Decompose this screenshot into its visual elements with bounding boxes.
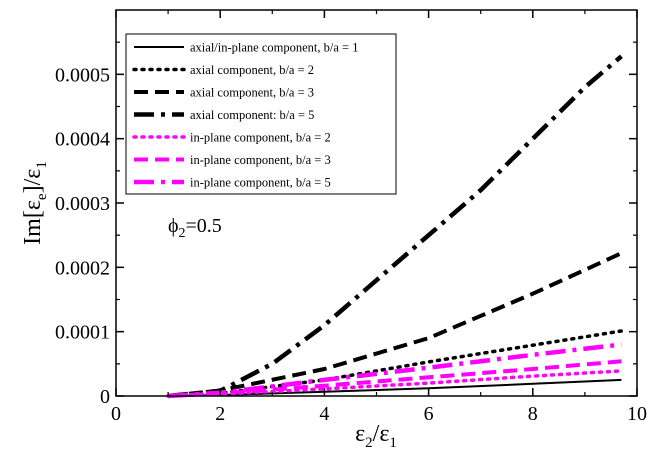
y-tick-label: 0 <box>100 386 110 408</box>
y-tick-label: 0.0004 <box>55 129 110 151</box>
x-tick-label: 6 <box>424 403 434 425</box>
legend-box <box>125 33 397 195</box>
x-tick-label: 2 <box>215 403 225 425</box>
x-axis-label: ε2/ε1 <box>355 421 397 451</box>
x-tick-label: 8 <box>528 403 538 425</box>
series-line-7 <box>167 342 622 399</box>
x-tick-label: 0 <box>111 403 121 425</box>
ticks-layer: 0 2 4 6 8 10 0 0.0001 0.0002 0.0003 0.0004 0.0005 <box>55 10 647 425</box>
y-tick-label: 0.0001 <box>55 322 110 344</box>
legend-label: axial component, b/a = 3 <box>190 86 314 100</box>
legend: axial/in-plane component, b/a = 1 axial c… <box>125 33 397 195</box>
legend-label: axial component: b/a = 5 <box>190 108 314 122</box>
y-axis-label: Im[εe]/ε1 <box>20 161 50 245</box>
y-tick-label: 0.0005 <box>55 64 110 86</box>
legend-label: in-plane component, b/a = 2 <box>190 131 331 145</box>
y-tick-label: 0.0002 <box>55 257 110 279</box>
series-line-4 <box>167 54 623 399</box>
legend-label: axial/in-plane component, b/a = 1 <box>190 41 358 55</box>
legend-label: in-plane component, b/a = 3 <box>190 153 331 167</box>
legend-label: in-plane component, b/a = 5 <box>190 176 331 190</box>
x-tick-label: 10 <box>627 403 647 425</box>
phi-annotation: ϕ2=0.5 <box>168 215 222 241</box>
series-layer <box>166 54 624 399</box>
y-tick-label: 0.0003 <box>55 193 110 215</box>
legend-label: axial component, b/a = 2 <box>190 63 314 77</box>
x-tick-label: 4 <box>319 403 329 425</box>
